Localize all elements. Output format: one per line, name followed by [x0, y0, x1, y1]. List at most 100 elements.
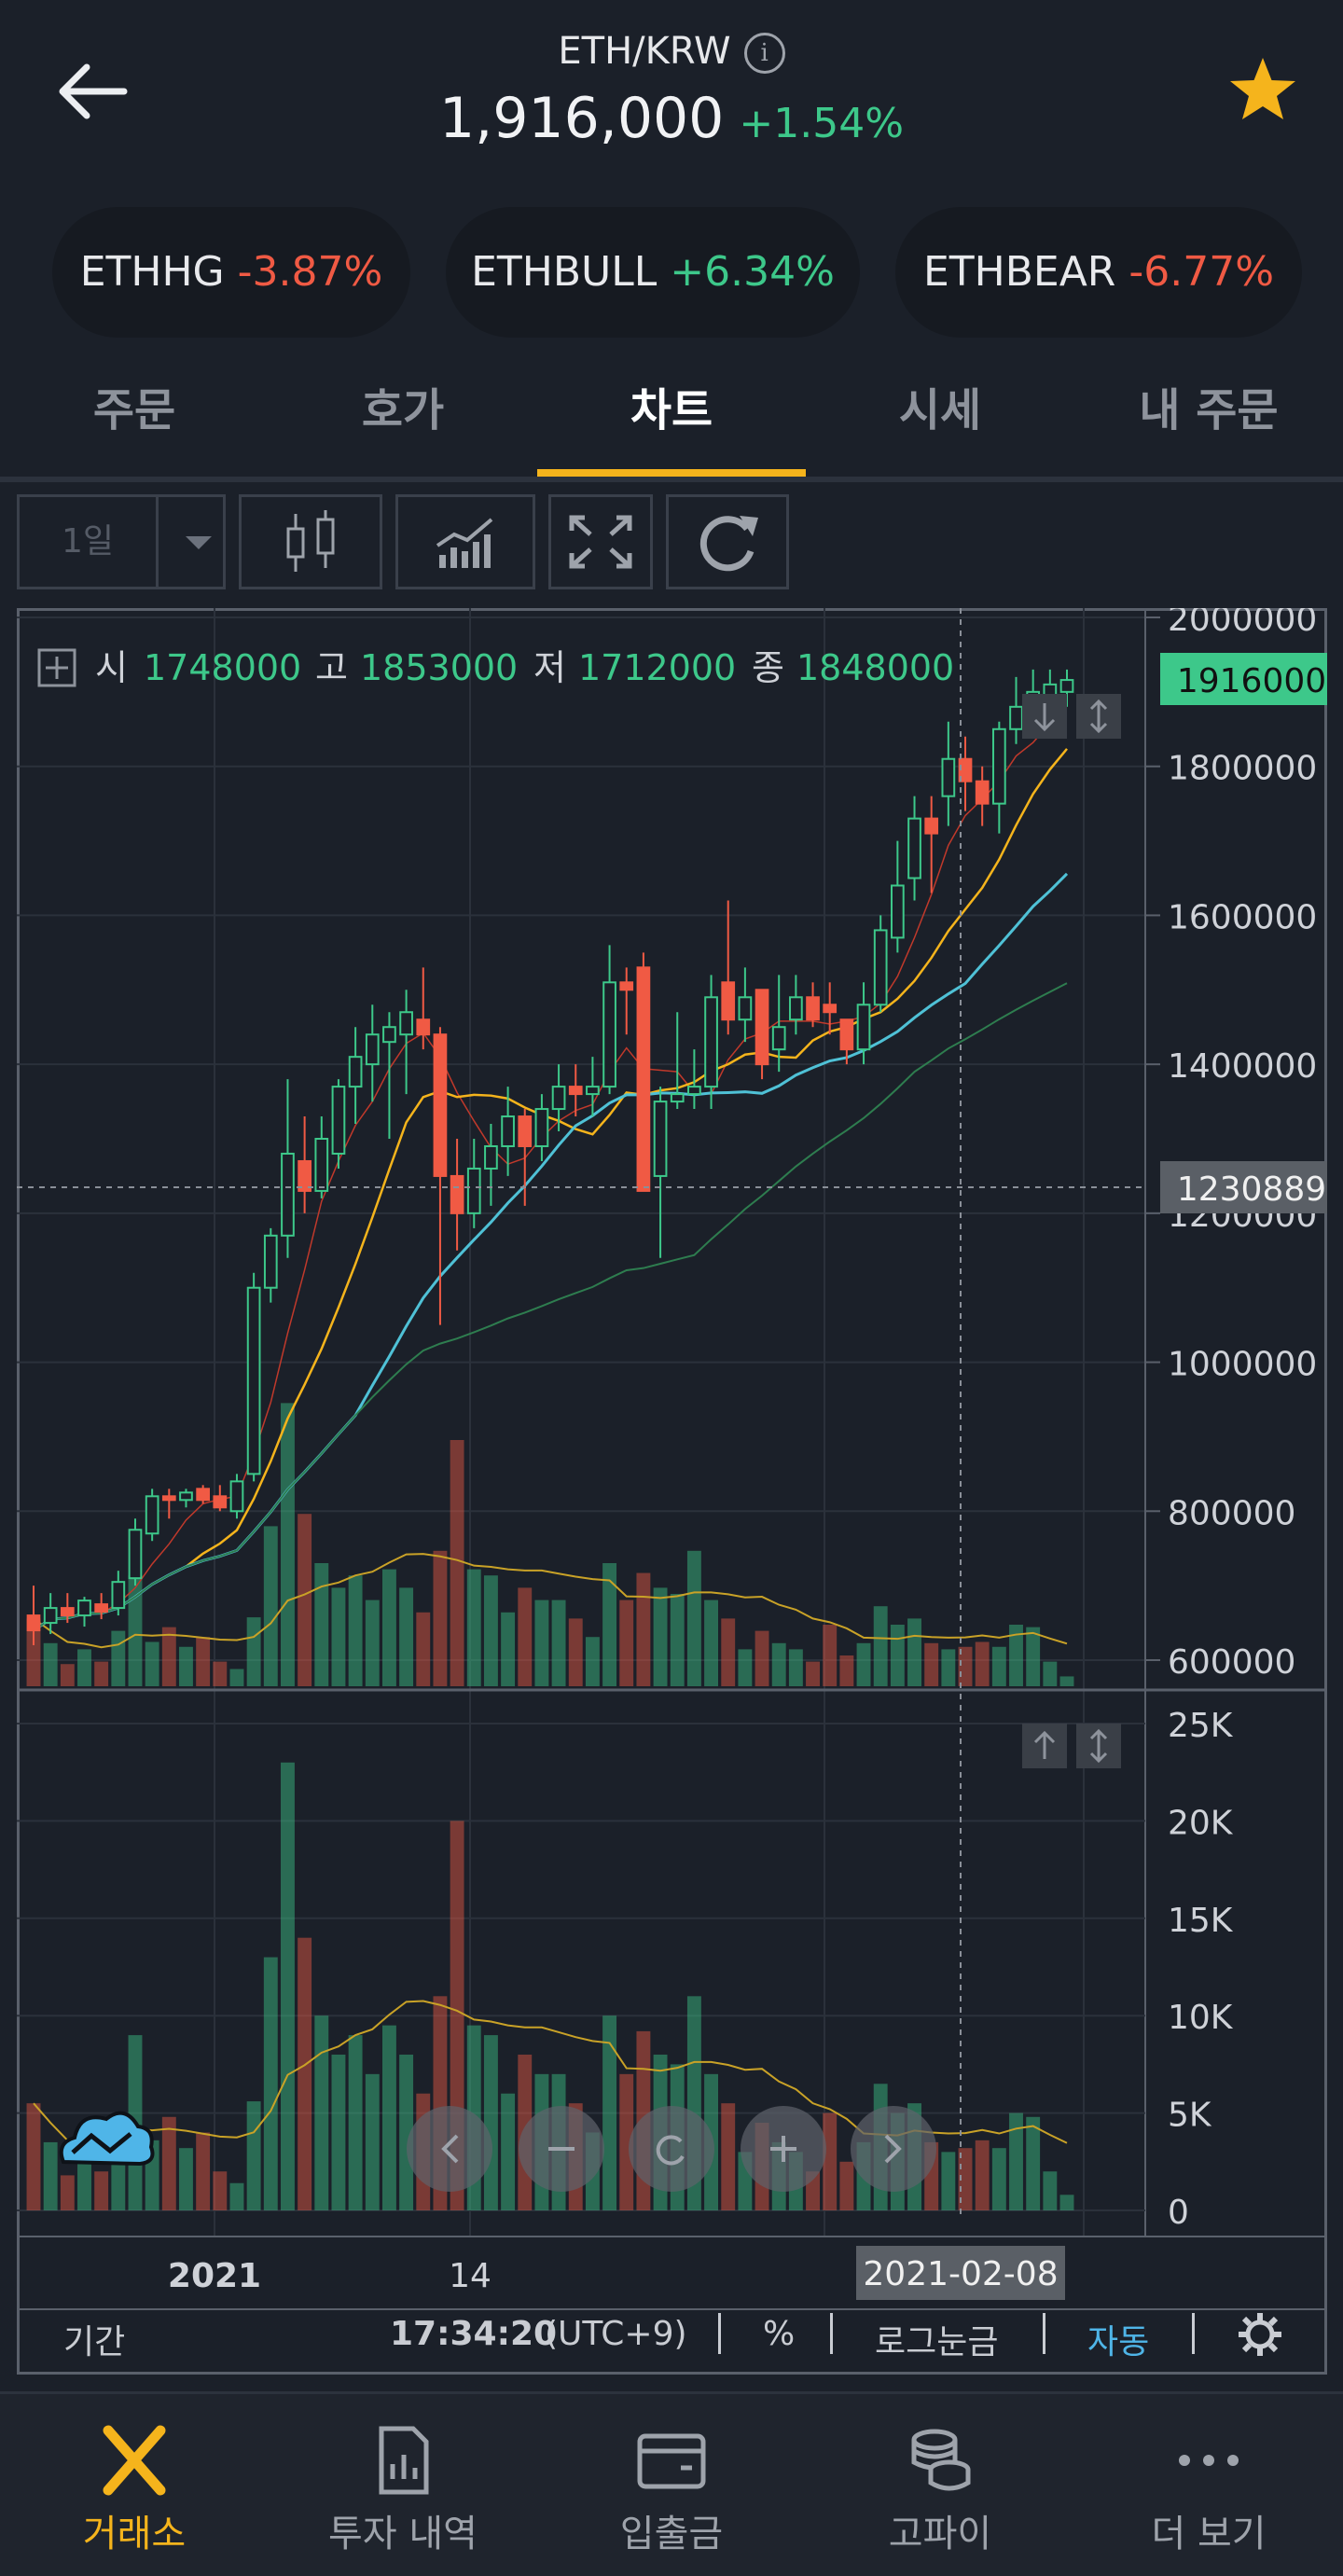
price-axis: 6000008000001000000120000014000001600000…: [17, 608, 1327, 2237]
tab-trades[interactable]: 시세: [898, 384, 982, 436]
volume-bar: [381, 2025, 396, 2210]
candle-body: [856, 1004, 871, 1051]
price-tick-label: 1000000: [1168, 1346, 1317, 1384]
volume-bar: [670, 1594, 685, 1686]
volume-bar: [213, 2171, 228, 2210]
nav-label: 고파이: [888, 2513, 992, 2555]
candle-body: [348, 1056, 363, 1088]
candle-body: [298, 1159, 312, 1192]
volume-bar: [348, 2035, 363, 2210]
tab-my-orders[interactable]: 내 주문: [1139, 384, 1279, 436]
volume-bar: [229, 2182, 244, 2210]
volume-tick-label: 20K: [1168, 1804, 1234, 1842]
price-tick-label: 1400000: [1168, 1047, 1317, 1086]
candle-body: [60, 1607, 75, 1617]
crosshair-date: 2021-02-08: [863, 2255, 1058, 2293]
volume-bar: [839, 1655, 854, 1686]
candle-body: [466, 1167, 481, 1214]
volume-overlay: [26, 1403, 1074, 1686]
chart-nav-buttons: [407, 2106, 936, 2192]
related-etf-ethhg[interactable]: ETHHG -3.87%: [52, 207, 410, 338]
related-etf-ethbull[interactable]: ETHBULL +6.34%: [446, 207, 860, 338]
volume-bar: [399, 1587, 414, 1686]
refresh-button[interactable]: [666, 494, 789, 589]
tab-chart[interactable]: 차트: [630, 384, 713, 436]
more-icon: [1179, 2455, 1239, 2466]
nav-more[interactable]: 더 보기: [1097, 2425, 1321, 2557]
price-chart[interactable]: 6000008000001000000120000014000001600000…: [17, 608, 1327, 2375]
volume-bar: [246, 2101, 261, 2210]
nav-history[interactable]: 투자 내역: [291, 2425, 515, 2557]
star-icon[interactable]: [1227, 54, 1298, 125]
candles: [26, 669, 1074, 1646]
candlestick-type-button[interactable]: [239, 494, 382, 589]
candle-body: [26, 1614, 41, 1632]
reset-icon[interactable]: [629, 2106, 714, 2192]
nav-label: 더 보기: [1151, 2513, 1267, 2555]
timezone[interactable]: (UTC+9): [545, 2315, 687, 2353]
chevron-left-icon[interactable]: [407, 2106, 492, 2192]
volume-bar: [229, 1669, 244, 1686]
expand-legend-icon[interactable]: [37, 648, 76, 687]
price-line: 1,916,000 +1.54%: [0, 86, 1343, 151]
divider: [718, 2313, 721, 2354]
info-icon[interactable]: i: [743, 33, 785, 74]
volume-bar: [788, 1649, 803, 1686]
gear-icon[interactable]: [1237, 2311, 1283, 2358]
related-etf-ethbear[interactable]: ETHBEAR -6.77%: [895, 207, 1302, 338]
nav-deposit[interactable]: 입출금: [560, 2425, 783, 2557]
active-tab-indicator: [537, 469, 806, 477]
price-tick-label: 600000: [1168, 1643, 1295, 1682]
volume-bar: [501, 2093, 516, 2210]
price-tick-label: 800000: [1168, 1494, 1295, 1532]
nav-gofi[interactable]: 고파이: [828, 2425, 1052, 2557]
candle-body: [721, 981, 736, 1021]
percent-scale-toggle[interactable]: %: [763, 2315, 796, 2353]
fullscreen-icon: [569, 515, 632, 569]
indicators-button[interactable]: [395, 494, 535, 589]
tab-order[interactable]: 주문: [92, 384, 176, 436]
candlestick-icon: [286, 510, 335, 572]
chevron-down-icon[interactable]: [186, 536, 212, 549]
volume-bar: [77, 2152, 91, 2210]
volume-tick-label: 25K: [1168, 1707, 1234, 1745]
volume-bar: [839, 2161, 854, 2210]
nav-exchange[interactable]: 거래소: [22, 2425, 246, 2557]
candle-body: [958, 757, 973, 782]
volume-bar: [873, 1606, 888, 1686]
volume-bar: [619, 2073, 634, 2210]
volume-bar: [924, 1642, 939, 1686]
back-arrow-icon[interactable]: [51, 54, 135, 129]
volume-bar: [958, 1646, 973, 1686]
volume-bar: [653, 1587, 668, 1686]
candle-body: [891, 884, 905, 939]
cloud-logo: [59, 2111, 155, 2167]
volume-bar: [466, 1569, 481, 1686]
candle-body: [687, 1086, 701, 1096]
chevron-right-icon[interactable]: [851, 2106, 936, 2192]
candle-body: [619, 981, 634, 991]
low-value: 1712000: [578, 647, 736, 688]
candle-body: [145, 1495, 159, 1535]
volume-bar: [77, 1649, 91, 1686]
volume-bar: [60, 1664, 75, 1686]
volume-bar: [161, 2116, 176, 2210]
fullscreen-button[interactable]: [548, 494, 653, 589]
volume-bar: [823, 1625, 838, 1686]
candle-body: [1009, 705, 1023, 730]
candle-body: [823, 1004, 838, 1014]
pair-title[interactable]: ETH/KRW i: [0, 30, 1343, 74]
candle-body: [602, 981, 616, 1088]
tab-orderbook[interactable]: 호가: [361, 384, 445, 436]
auto-scale-toggle[interactable]: 자동: [1087, 2323, 1150, 2361]
report-icon: [379, 2426, 429, 2495]
volume-bar: [348, 1575, 363, 1686]
candle-body: [653, 1101, 668, 1177]
candle-body: [534, 1108, 549, 1147]
moving-average-line: [33, 748, 1068, 1632]
candle-body: [450, 1174, 464, 1214]
candle-body: [704, 996, 718, 1088]
period-button[interactable]: 기간: [63, 2323, 126, 2361]
interval-select[interactable]: 1일: [17, 494, 226, 589]
log-scale-toggle[interactable]: 로그눈금: [875, 2323, 999, 2361]
